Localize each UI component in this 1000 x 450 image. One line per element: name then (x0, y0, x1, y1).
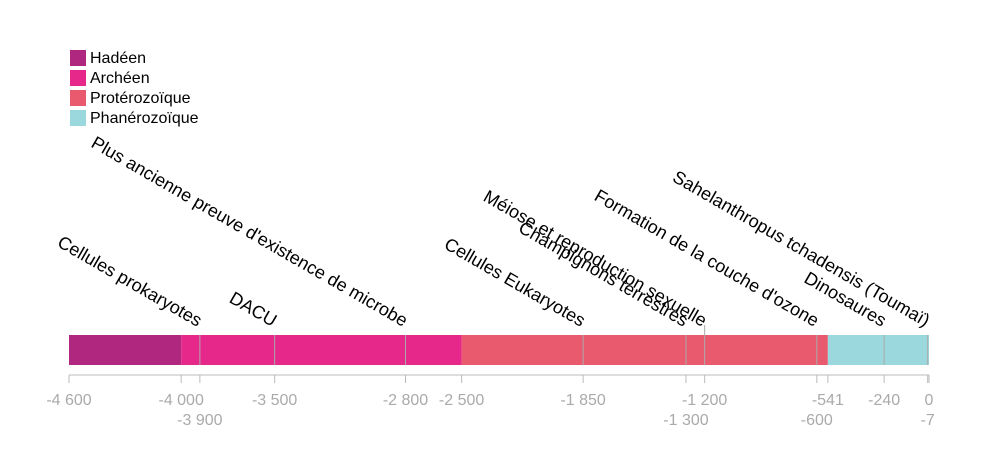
legend-swatch (70, 70, 86, 86)
tick-label: -3 900 (177, 412, 222, 429)
legend-label: Phanérozoïque (90, 110, 199, 127)
tick-label: -3 500 (252, 392, 297, 409)
legend-label: Protérozoïque (90, 90, 191, 107)
event-label: DACU (226, 288, 280, 331)
tick-label: -2 800 (383, 392, 428, 409)
event-label: Cellules prokaryotes (54, 232, 205, 331)
era-segment (69, 335, 182, 365)
tick-label: -600 (801, 412, 833, 429)
era-segment (461, 335, 828, 365)
tick-label: 0 (925, 392, 934, 409)
tick-label: -1 200 (682, 392, 727, 409)
tick-label: -1 850 (560, 392, 605, 409)
tick-label: -240 (868, 392, 900, 409)
event-label: Méiose et reproduction sexuelle (480, 186, 710, 330)
tick-label: -7 (921, 412, 935, 429)
legend-label: Hadéen (90, 50, 146, 67)
event-label: Formation de la couche d'ozone (591, 185, 822, 330)
legend-label: Archéen (90, 70, 150, 87)
tick-label: -1 300 (663, 412, 708, 429)
legend-swatch (70, 50, 86, 66)
tick-label: -4 600 (46, 392, 91, 409)
tick-label: -4 000 (158, 392, 203, 409)
era-segment (181, 335, 462, 365)
tick-label: -541 (812, 392, 844, 409)
legend-swatch (70, 90, 86, 106)
legend-swatch (70, 110, 86, 126)
era-segment (827, 335, 929, 365)
tick-label: -2 500 (439, 392, 484, 409)
